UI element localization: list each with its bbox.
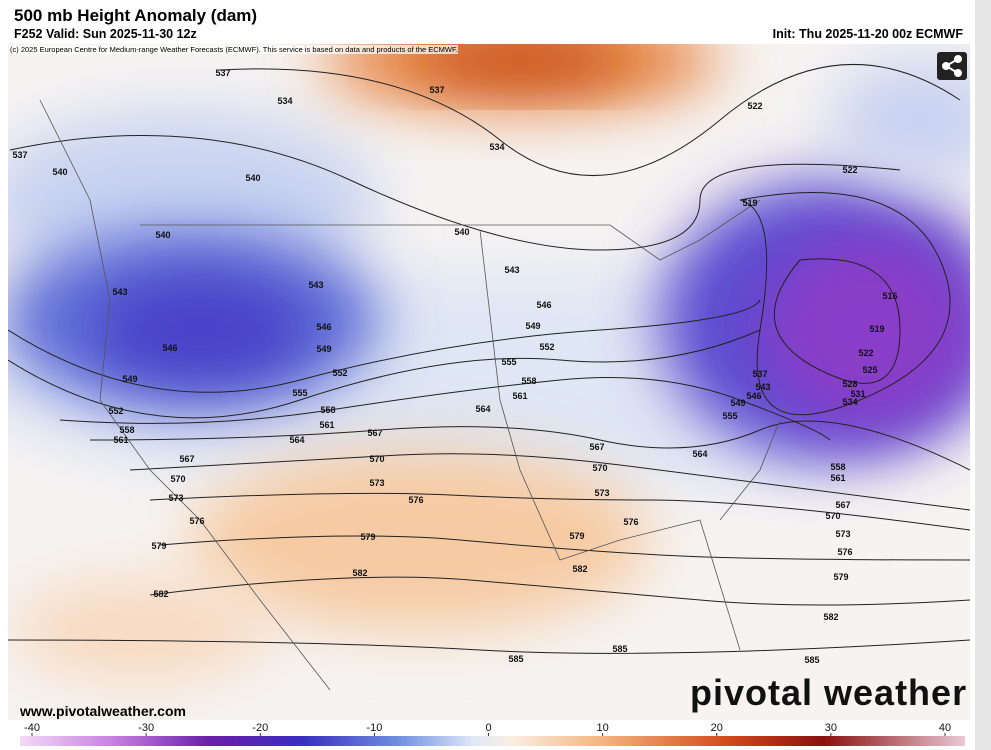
contour-label: 570 bbox=[825, 511, 840, 521]
contour-label: 546 bbox=[316, 322, 331, 332]
contour-label: 576 bbox=[837, 547, 852, 557]
contour-label: 561 bbox=[512, 391, 527, 401]
contour-label: 579 bbox=[569, 531, 584, 541]
contour-label: 567 bbox=[179, 454, 194, 464]
contour-label: 540 bbox=[454, 227, 469, 237]
contour-label: 558 bbox=[119, 425, 134, 435]
contour-label: 579 bbox=[360, 532, 375, 542]
watermark: pivotal weather bbox=[690, 672, 968, 713]
contour-label: 555 bbox=[292, 388, 307, 398]
contour-label: 564 bbox=[692, 449, 707, 459]
contour-label: 570 bbox=[170, 474, 185, 484]
contour-label: 540 bbox=[155, 230, 170, 240]
contour-label: 567 bbox=[589, 442, 604, 452]
contour-label: 567 bbox=[835, 500, 850, 510]
contour-label: 537 bbox=[215, 68, 230, 78]
contour-label: 522 bbox=[747, 101, 762, 111]
contour-label: 522 bbox=[842, 165, 857, 175]
colorbar-tick-label: -10 bbox=[366, 722, 382, 734]
contour-label: 558 bbox=[830, 462, 845, 472]
contour-label: 546 bbox=[536, 300, 551, 310]
colorbar-tick-label: -20 bbox=[252, 722, 268, 734]
contour-label: 573 bbox=[594, 488, 609, 498]
contour-label: 561 bbox=[319, 420, 334, 430]
contour-label: 558 bbox=[521, 376, 536, 386]
contour-label: 573 bbox=[835, 529, 850, 539]
contour-label: 573 bbox=[168, 493, 183, 503]
contour-label: 582 bbox=[572, 564, 587, 574]
contour-label: 555 bbox=[722, 411, 737, 421]
contour-label: 540 bbox=[245, 173, 260, 183]
contour-label: 582 bbox=[153, 589, 168, 599]
contour-label: 579 bbox=[151, 541, 166, 551]
colorbar bbox=[20, 736, 965, 746]
valid-time: F252 Valid: Sun 2025-11-30 12z bbox=[14, 27, 197, 41]
contour-label: 549 bbox=[525, 321, 540, 331]
contour-label: 552 bbox=[108, 406, 123, 416]
contour-label: 537 bbox=[12, 150, 27, 160]
contour-label: 579 bbox=[833, 572, 848, 582]
contour-label: 534 bbox=[277, 96, 292, 106]
contour-label: 549 bbox=[316, 344, 331, 354]
contour-label: 576 bbox=[408, 495, 423, 505]
contour-label: 561 bbox=[830, 473, 845, 483]
credit: (c) 2025 European Centre for Medium-rang… bbox=[10, 45, 458, 54]
contour-label: 576 bbox=[623, 517, 638, 527]
contour-label: 546 bbox=[746, 391, 761, 401]
map-field bbox=[8, 44, 970, 720]
contour-label: 585 bbox=[612, 644, 627, 654]
share-button[interactable] bbox=[937, 52, 967, 80]
contour-label: 540 bbox=[52, 167, 67, 177]
colorbar-tick-label: 0 bbox=[485, 722, 491, 734]
contour-label: 585 bbox=[804, 655, 819, 665]
contour-label: 555 bbox=[501, 357, 516, 367]
contour-label: 543 bbox=[308, 280, 323, 290]
contour-label: 543 bbox=[112, 287, 127, 297]
contour-label: 564 bbox=[289, 435, 304, 445]
contour-label: 519 bbox=[742, 198, 757, 208]
contour-label: 564 bbox=[475, 404, 490, 414]
init-time: Init: Thu 2025-11-20 00z ECMWF bbox=[772, 27, 963, 41]
title: 500 mb Height Anomaly (dam) bbox=[14, 6, 258, 25]
contour-label: 528 bbox=[842, 379, 857, 389]
contour-label: 573 bbox=[369, 478, 384, 488]
contour-label: 585 bbox=[508, 654, 523, 664]
contour-label: 576 bbox=[189, 516, 204, 526]
contour-label: 546 bbox=[162, 343, 177, 353]
contour-label: 537 bbox=[429, 85, 444, 95]
contour-label: 543 bbox=[755, 382, 770, 392]
contour-label: 537 bbox=[752, 369, 767, 379]
contour-label: 519 bbox=[869, 324, 884, 334]
contour-label: 561 bbox=[113, 435, 128, 445]
share-icon bbox=[942, 55, 962, 77]
contour-label: 552 bbox=[539, 342, 554, 352]
colorbar-tick-label: 20 bbox=[711, 722, 723, 734]
contour-label: 522 bbox=[858, 348, 873, 358]
contour-label: 570 bbox=[592, 463, 607, 473]
contour-label: 531 bbox=[850, 389, 865, 399]
contour-label: 534 bbox=[489, 142, 504, 152]
contour-label: 567 bbox=[367, 428, 382, 438]
colorbar-tick-label: 40 bbox=[939, 722, 951, 734]
scroll-edge bbox=[975, 0, 991, 750]
contour-label: 582 bbox=[823, 612, 838, 622]
website: www.pivotalweather.com bbox=[20, 703, 186, 719]
colorbar-tick-label: -40 bbox=[24, 722, 40, 734]
contour-label: 525 bbox=[862, 365, 877, 375]
contour-label: 534 bbox=[842, 397, 857, 407]
contour-label: 549 bbox=[122, 374, 137, 384]
contour-label: 570 bbox=[369, 454, 384, 464]
contour-label: 582 bbox=[352, 568, 367, 578]
contour-label: 558 bbox=[320, 405, 335, 415]
contour-label: 552 bbox=[332, 368, 347, 378]
colorbar-tick-label: 10 bbox=[597, 722, 609, 734]
contour-label: 543 bbox=[504, 265, 519, 275]
contour-label: 549 bbox=[730, 398, 745, 408]
colorbar-tick-label: 30 bbox=[825, 722, 837, 734]
colorbar-tick-label: -30 bbox=[138, 722, 154, 734]
contour-label: 516 bbox=[882, 291, 897, 301]
